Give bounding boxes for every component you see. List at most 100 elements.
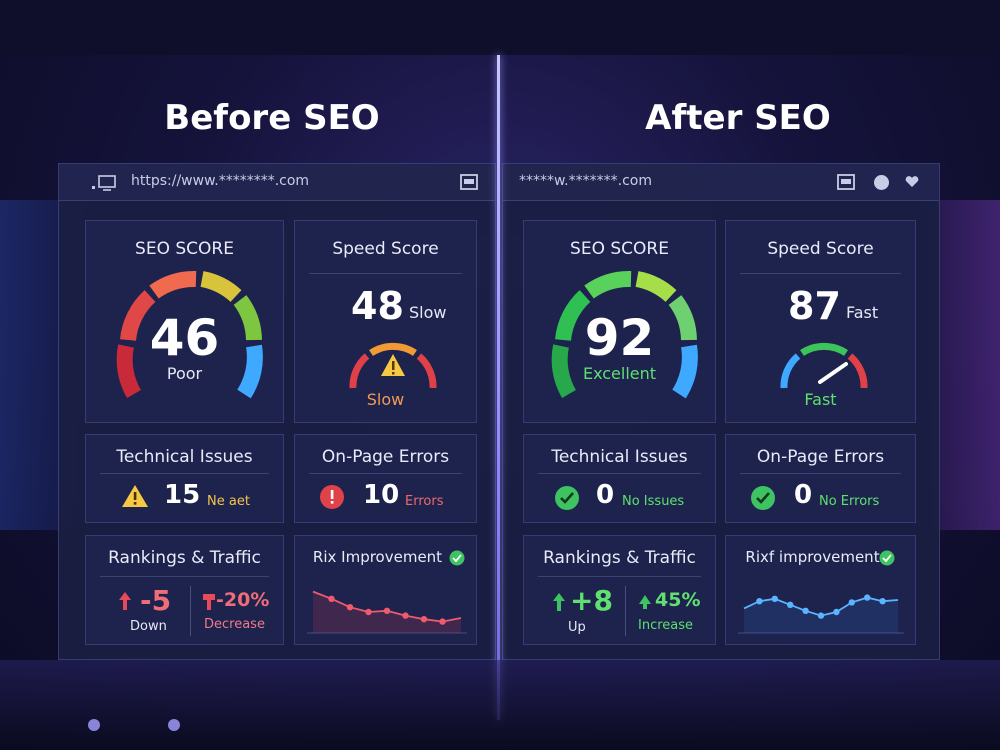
seo-score-value: 46 (149, 309, 220, 367)
before-heading: Before SEO (164, 98, 380, 138)
chart-point (439, 618, 446, 625)
after-improvement-card: Rixf improvement (725, 535, 916, 645)
chart-point (402, 612, 409, 619)
arrow-up-icon (639, 595, 651, 609)
window-icon[interactable] (837, 174, 855, 190)
seo-score-gauge (116, 271, 263, 399)
chart-point (802, 607, 809, 614)
before-url-text: https://www.********.com (131, 173, 310, 189)
speed-score-value: 87 (788, 284, 841, 328)
technical-issues-title: Technical Issues (551, 447, 688, 467)
warning-icon (122, 485, 148, 507)
check-icon (555, 486, 579, 510)
technical-issues-title: Technical Issues (116, 447, 253, 467)
card-separator (100, 473, 269, 474)
chart-point (864, 594, 871, 601)
monitor-icon (92, 175, 116, 191)
chart-point (817, 612, 825, 619)
rankings-title: Rankings & Traffic (108, 548, 261, 568)
traffic-label: Increase (638, 618, 694, 633)
after-url-bar[interactable]: *****w.*******.com (503, 164, 939, 201)
rank-label: Down (130, 619, 167, 634)
onpage-errors-value: 0 (794, 480, 813, 510)
after-technical-issues-card: Technical Issues 0 No Issues (523, 434, 716, 523)
carousel-dot[interactable] (168, 719, 180, 731)
error-icon (320, 485, 344, 509)
before-url-bar[interactable]: https://www.********.com (59, 164, 495, 201)
improvement-title: Rixf improvement (745, 548, 880, 566)
chart-point (420, 616, 428, 623)
seo-score-label: Poor (166, 364, 203, 383)
chart-point (787, 601, 794, 608)
chart-point (879, 598, 886, 605)
vertical-divider (190, 586, 191, 636)
speed-score-suffix: Fast (846, 303, 879, 322)
speed-score-value: 48 (351, 284, 404, 328)
check-icon (751, 486, 775, 510)
chart-point (848, 599, 855, 606)
center-divider (497, 55, 500, 720)
before-rankings-card: Rankings & Traffic -5 Down -20% Decrease (85, 535, 284, 645)
card-separator (100, 576, 269, 577)
after-rankings-card: Rankings & Traffic +8 Up 45% Increase (523, 535, 716, 645)
chart-point (756, 598, 763, 605)
carousel-dot[interactable] (88, 719, 100, 731)
speed-score-title: Speed Score (332, 239, 439, 259)
rank-label: Up (568, 620, 586, 635)
after-panel: *****w.*******.com SEO SCORE 92 Excellen… (502, 163, 940, 660)
technical-issues-label: No Issues (622, 494, 685, 509)
speed-score-label: Slow (366, 390, 405, 409)
after-seo-score-card: SEO SCORE 92 Excellent (523, 220, 716, 423)
onpage-errors-value: 10 (363, 480, 400, 510)
card-separator (309, 473, 462, 474)
before-improvement-card: Rix Improvement (294, 535, 477, 645)
rank-value: -5 (140, 584, 172, 617)
traffic-value: -20% (216, 589, 270, 611)
top-band (0, 0, 1000, 55)
onpage-errors-title: On-Page Errors (321, 447, 450, 467)
before-seo-score-card: SEO SCORE 46 Poor (85, 220, 284, 423)
improvement-chart-before (307, 590, 467, 634)
before-panel: https://www.********.com SEO SCORE 46 Po… (58, 163, 496, 660)
arrow-up-icon (119, 592, 131, 610)
heart-icon[interactable] (905, 176, 919, 188)
card-separator (740, 273, 901, 274)
speed-gauge (780, 342, 868, 389)
speed-score-title: Speed Score (767, 239, 874, 259)
seo-score-label: Excellent (582, 364, 657, 383)
after-url-text: *****w.*******.com (519, 173, 652, 189)
check-icon (879, 550, 895, 566)
speed-gauge (349, 342, 437, 389)
technical-issues-value: 0 (596, 480, 615, 510)
speed-score-suffix: Slow (409, 303, 447, 322)
improvement-chart-after (738, 594, 904, 634)
after-heading: After SEO (645, 98, 831, 138)
circle-icon[interactable] (873, 174, 890, 191)
improvement-title: Rix Improvement (312, 548, 443, 566)
window-icon[interactable] (460, 174, 478, 190)
chart-point (383, 607, 391, 614)
card-separator (740, 473, 901, 474)
speed-score-label: Fast (804, 390, 837, 409)
seo-score-title: SEO SCORE (570, 239, 669, 259)
before-technical-issues-card: Technical Issues 15 Ne aet (85, 434, 284, 523)
arrow-up-icon (553, 593, 565, 611)
before-speed-score-card: Speed Score 48 Slow Slow (294, 220, 477, 423)
chart-point (771, 595, 778, 602)
thumb-down-icon (203, 594, 215, 610)
floor-reflection (0, 660, 1000, 750)
card-separator (538, 473, 701, 474)
chart-point (833, 608, 840, 616)
chart-point (346, 604, 354, 611)
vertical-divider (625, 586, 626, 636)
needle (818, 362, 848, 384)
before-onpage-errors-card: On-Page Errors 10 Errors (294, 434, 477, 523)
card-separator (309, 273, 462, 274)
rank-value: +8 (570, 584, 613, 617)
chart-area (744, 597, 898, 633)
onpage-errors-title: On-Page Errors (756, 447, 885, 467)
onpage-errors-label: Errors (405, 494, 444, 509)
seo-score-title: SEO SCORE (135, 239, 234, 259)
onpage-errors-label: No Errors (819, 494, 880, 509)
card-separator (538, 576, 701, 577)
